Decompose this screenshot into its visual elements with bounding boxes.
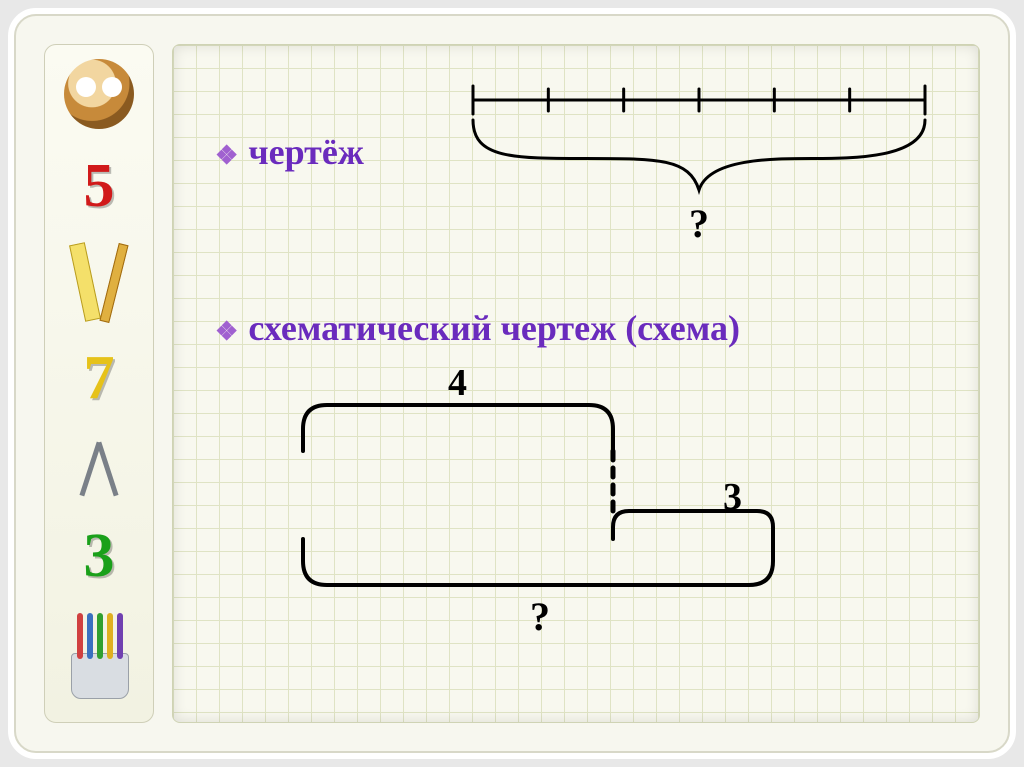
decor-number-3: 3 (84, 525, 115, 587)
owl-icon (64, 59, 134, 129)
pencil-cup-icon (63, 613, 135, 699)
decor-number-7: 7 (84, 347, 115, 409)
decor-number-5: 5 (84, 155, 115, 217)
decor-sidebar: 5 7 3 (44, 44, 154, 723)
schema-diagram (173, 45, 993, 745)
ruler-pencil-icon (73, 243, 125, 321)
slide-frame: 5 7 3 ❖чертёж ❖схематический чертеж (схе… (8, 8, 1016, 759)
compass-icon (72, 435, 126, 499)
content-layer: ❖чертёж ❖схематический чертеж (схема) ? … (173, 45, 979, 722)
stage: 5 7 3 ❖чертёж ❖схематический чертеж (схе… (0, 0, 1024, 767)
grid-paper: ❖чертёж ❖схематический чертеж (схема) ? … (172, 44, 980, 723)
